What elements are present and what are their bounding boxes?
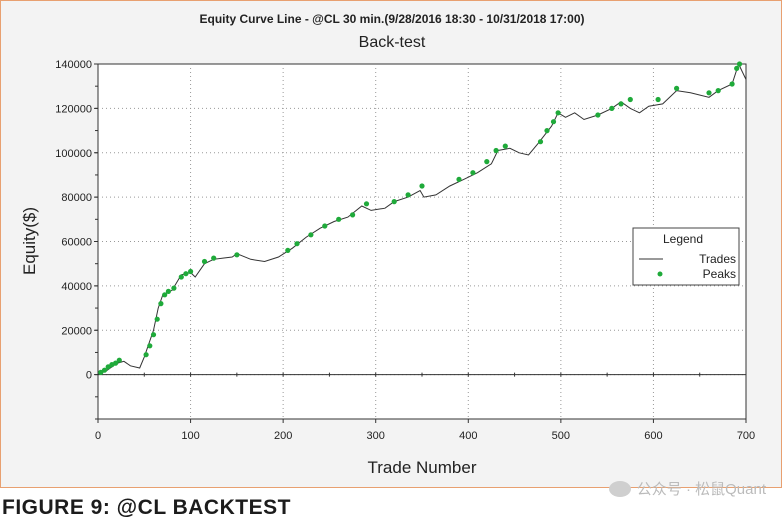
peak-point <box>147 343 153 349</box>
peak-point <box>336 216 342 222</box>
peak-point <box>674 85 680 91</box>
peak-point <box>116 357 122 363</box>
peak-point <box>555 110 561 116</box>
x-tick-label: 100 <box>181 430 199 442</box>
y-tick-label: 0 <box>86 370 92 382</box>
y-tick-label: 140000 <box>55 59 92 71</box>
wechat-icon <box>608 480 631 497</box>
x-tick-label: 600 <box>644 430 662 442</box>
y-tick-label: 120000 <box>55 103 92 115</box>
peak-point <box>294 241 300 247</box>
x-tick-label: 0 <box>95 430 101 442</box>
peak-point <box>211 255 217 261</box>
figure-caption: FIGURE 9: @CL BACKTEST <box>2 496 291 519</box>
peak-point <box>405 192 411 198</box>
peak-point <box>609 105 615 111</box>
x-tick-label: 300 <box>367 430 385 442</box>
legend-trades-label: Trades <box>699 252 736 266</box>
peak-point <box>363 201 370 207</box>
y-tick-label: 100000 <box>55 148 92 160</box>
peak-point <box>706 90 712 96</box>
peak-point <box>456 176 462 182</box>
peak-point <box>308 232 314 238</box>
peak-point <box>419 183 425 189</box>
peak-point <box>143 352 149 358</box>
x-tick-label: 700 <box>737 430 755 442</box>
peak-point <box>729 81 735 87</box>
y-tick-label: 40000 <box>61 281 92 293</box>
chart-frame: Equity Curve Line - @CL 30 min.(9/28/201… <box>0 0 782 488</box>
peak-point <box>350 212 356 218</box>
peak-point <box>201 258 208 265</box>
peak-point <box>150 332 157 338</box>
peak-point <box>113 360 119 366</box>
peak-point <box>736 61 743 67</box>
peak-point <box>484 159 490 165</box>
peak-point <box>595 112 601 118</box>
y-tick-label: 20000 <box>61 325 92 337</box>
peak-point <box>618 101 624 107</box>
legend-title: Legend <box>663 232 703 246</box>
peak-point <box>391 199 397 205</box>
peak-point <box>165 288 171 294</box>
x-axis-ticks: 0 100 200 300 400 500 600 700 <box>95 419 755 442</box>
peak-point <box>234 252 240 258</box>
series-layer <box>97 61 747 376</box>
legend-peaks-label: Peaks <box>703 267 736 281</box>
peak-point <box>154 316 160 322</box>
y-axis-label: Equity($) <box>20 207 39 275</box>
x-tick-label: 500 <box>552 430 570 442</box>
equity-chart: 0 100 200 300 400 500 600 700 0 20000 40000 60000 8… <box>20 59 755 477</box>
peak-point <box>734 65 740 71</box>
x-tick-label: 200 <box>274 430 292 442</box>
legend-peaks-swatch <box>657 271 663 277</box>
legend-box <box>632 227 740 286</box>
x-tick-label: 400 <box>459 430 477 442</box>
peak-point <box>178 274 184 280</box>
peak-point <box>502 143 508 149</box>
legend: Legend Trades Peaks <box>632 227 740 286</box>
y-axis-ticks: 0 20000 40000 60000 80000 100000 120000 140000 <box>55 59 98 420</box>
peak-point <box>470 170 476 176</box>
peak-point <box>162 292 168 298</box>
peak-point <box>188 268 194 275</box>
peak-point <box>655 96 661 103</box>
chart-subtitle: Back-test <box>358 34 426 51</box>
peak-point <box>715 88 721 94</box>
peak-point <box>158 301 164 307</box>
peak-point <box>627 96 633 103</box>
peak-point <box>544 128 550 134</box>
peak-point <box>550 119 557 125</box>
peak-point <box>493 147 499 154</box>
zero-baseline <box>97 372 747 377</box>
y-tick-label: 60000 <box>61 237 92 249</box>
peak-point <box>101 367 108 373</box>
x-axis-label: Trade Number <box>368 458 477 477</box>
watermark-text: 公众号 · 松鼠Quant <box>636 481 766 498</box>
peak-point <box>171 285 177 291</box>
y-tick-label: 80000 <box>61 192 92 204</box>
chart-title: Equity Curve Line - @CL 30 min.(9/28/201… <box>199 12 585 26</box>
watermark: 公众号 · 松鼠Quant <box>608 478 766 499</box>
peak-point <box>322 223 328 229</box>
peak-point <box>285 247 291 253</box>
peak-point <box>183 271 189 277</box>
peak-point <box>537 139 544 145</box>
